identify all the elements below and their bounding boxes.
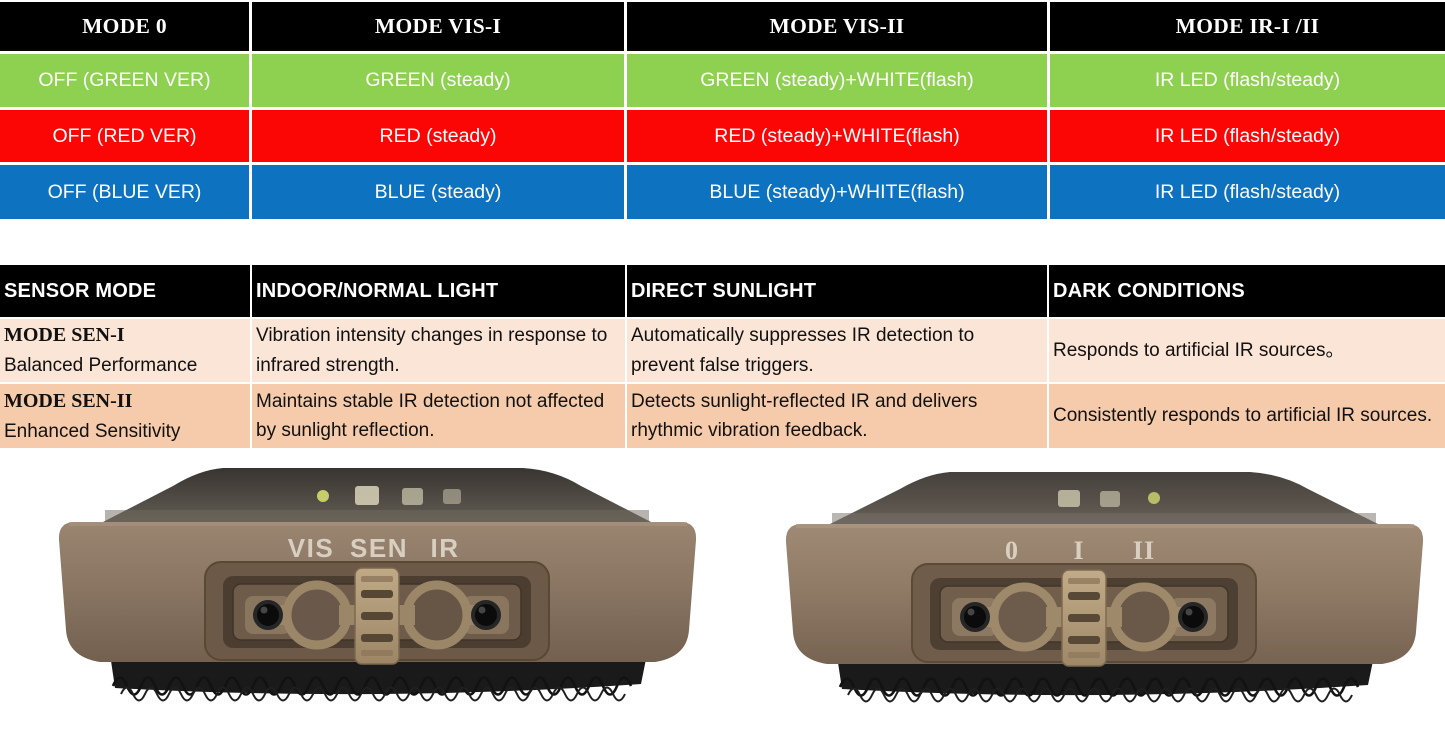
led-indicator-dot xyxy=(1148,492,1160,504)
sensor-cell-sen2-sunlight: Detects sunlight-reflected IR and delive… xyxy=(627,384,1047,448)
led-cell-red-vis2: RED (steady)+WHITE(flash) xyxy=(627,110,1047,162)
led-cell-red-ir: IR LED (flash/steady) xyxy=(1050,110,1445,162)
led-cell-green-vis1: GREEN (steady) xyxy=(252,54,624,107)
led-cell-blue-vis1: BLUE (steady) xyxy=(252,165,624,219)
sensor-cell-sen1-sunlight: Automatically suppresses IR detection to… xyxy=(627,319,1047,382)
sensor-cell-sen2-name: MODE SEN-II Enhanced Sensitivity xyxy=(0,384,250,448)
slider-guide-ring xyxy=(402,580,472,650)
led-emitter xyxy=(355,486,379,505)
sensor-cell-sen1-dark: Responds to artificial IR sources。 xyxy=(1049,319,1445,382)
retention-screw xyxy=(1178,602,1208,632)
led-cell-green-ir: IR LED (flash/steady) xyxy=(1050,54,1445,107)
mode-switch-panel xyxy=(911,563,1257,667)
device-photo-vis-sen-ir: VIS SEN IR xyxy=(55,458,700,735)
selector-label-2: II xyxy=(1133,536,1155,565)
housing-top-highlight xyxy=(69,522,687,526)
velcro-loops xyxy=(847,687,1353,703)
sensor-cell-sen2-dark: Consistently responds to artificial IR s… xyxy=(1049,384,1445,448)
selector-label-sen: SEN xyxy=(350,533,408,563)
smoked-dome-lens xyxy=(103,468,651,522)
sensor-mode-1-subtitle: Balanced Performance xyxy=(4,355,198,377)
retention-screw xyxy=(960,602,990,632)
slider-guide-ring xyxy=(989,582,1059,652)
led-emitter xyxy=(402,488,423,505)
sensor-cell-sen1-name: MODE SEN-I Balanced Performance xyxy=(0,319,250,382)
led-header-mode-vis-2: MODE VIS-II xyxy=(627,2,1047,51)
led-mode-table: MODE 0 MODE VIS-I MODE VIS-II MODE IR-I … xyxy=(0,2,1445,219)
led-emitter xyxy=(443,489,461,504)
slider-guide-ring xyxy=(282,580,352,650)
retention-screw xyxy=(471,600,501,630)
smoked-dome-lens xyxy=(830,472,1378,524)
led-cell-blue-off: OFF (BLUE VER) xyxy=(0,165,249,219)
sensor-header-dark: DARK CONDITIONS xyxy=(1049,265,1445,317)
velcro-loops xyxy=(111,676,633,696)
led-cell-blue-vis2: BLUE (steady)+WHITE(flash) xyxy=(627,165,1047,219)
selector-labels: VIS SEN IR xyxy=(288,533,460,563)
selector-label-1: I xyxy=(1073,536,1084,565)
selector-label-0: 0 xyxy=(1005,536,1019,565)
led-cell-blue-ir: IR LED (flash/steady) xyxy=(1050,165,1445,219)
sensor-cell-sen2-indoor: Maintains stable IR detection not affect… xyxy=(252,384,625,448)
velcro-loops xyxy=(120,686,626,702)
led-emitter xyxy=(1058,490,1080,507)
sensor-header-indoor: INDOOR/NORMAL LIGHT xyxy=(252,265,625,317)
mode-switch-panel xyxy=(204,561,550,665)
sensor-cell-sen1-indoor: Vibration intensity changes in response … xyxy=(252,319,625,382)
velcro-loops xyxy=(838,677,1360,697)
sensor-mode-2-subtitle: Enhanced Sensitivity xyxy=(4,420,181,442)
led-cell-red-vis1: RED (steady) xyxy=(252,110,624,162)
led-header-mode-ir: MODE IR-I /II xyxy=(1050,2,1445,51)
led-cell-green-vis2: GREEN (steady)+WHITE(flash) xyxy=(627,54,1047,107)
sensor-mode-table: SENSOR MODE INDOOR/NORMAL LIGHT DIRECT S… xyxy=(0,265,1445,448)
device-photo-0-1-2: 0 I II xyxy=(782,458,1427,735)
sensor-header-sunlight: DIRECT SUNLIGHT xyxy=(627,265,1047,317)
dome-edge-highlight xyxy=(105,510,649,522)
selector-labels: 0 I II xyxy=(1005,536,1155,565)
housing-top-highlight xyxy=(796,524,1414,528)
sensor-header-mode: SENSOR MODE xyxy=(0,265,250,317)
retention-screw xyxy=(253,600,283,630)
selector-label-ir: IR xyxy=(431,533,460,563)
led-cell-red-off: OFF (RED VER) xyxy=(0,110,249,162)
sensor-mode-1-title: MODE SEN-I xyxy=(4,324,125,347)
beacon-front-view: 0 I II xyxy=(785,472,1424,703)
velcro-strip xyxy=(837,656,1374,703)
beacon-front-view: VIS SEN IR xyxy=(58,468,697,702)
led-header-mode-0: MODE 0 xyxy=(0,2,249,51)
led-header-mode-vis-1: MODE VIS-I xyxy=(252,2,624,51)
velcro-strip xyxy=(110,654,647,702)
slider-guide-ring xyxy=(1109,582,1179,652)
led-emitter xyxy=(1100,491,1120,507)
led-cell-green-off: OFF (GREEN VER) xyxy=(0,54,249,107)
mode-slider-knob[interactable] xyxy=(1061,569,1107,667)
dome-edge-highlight xyxy=(832,513,1376,524)
led-indicator-dot xyxy=(317,490,329,502)
mode-slider-knob[interactable] xyxy=(354,567,400,665)
selector-label-vis: VIS xyxy=(288,533,334,563)
sensor-mode-2-title: MODE SEN-II xyxy=(4,389,133,412)
